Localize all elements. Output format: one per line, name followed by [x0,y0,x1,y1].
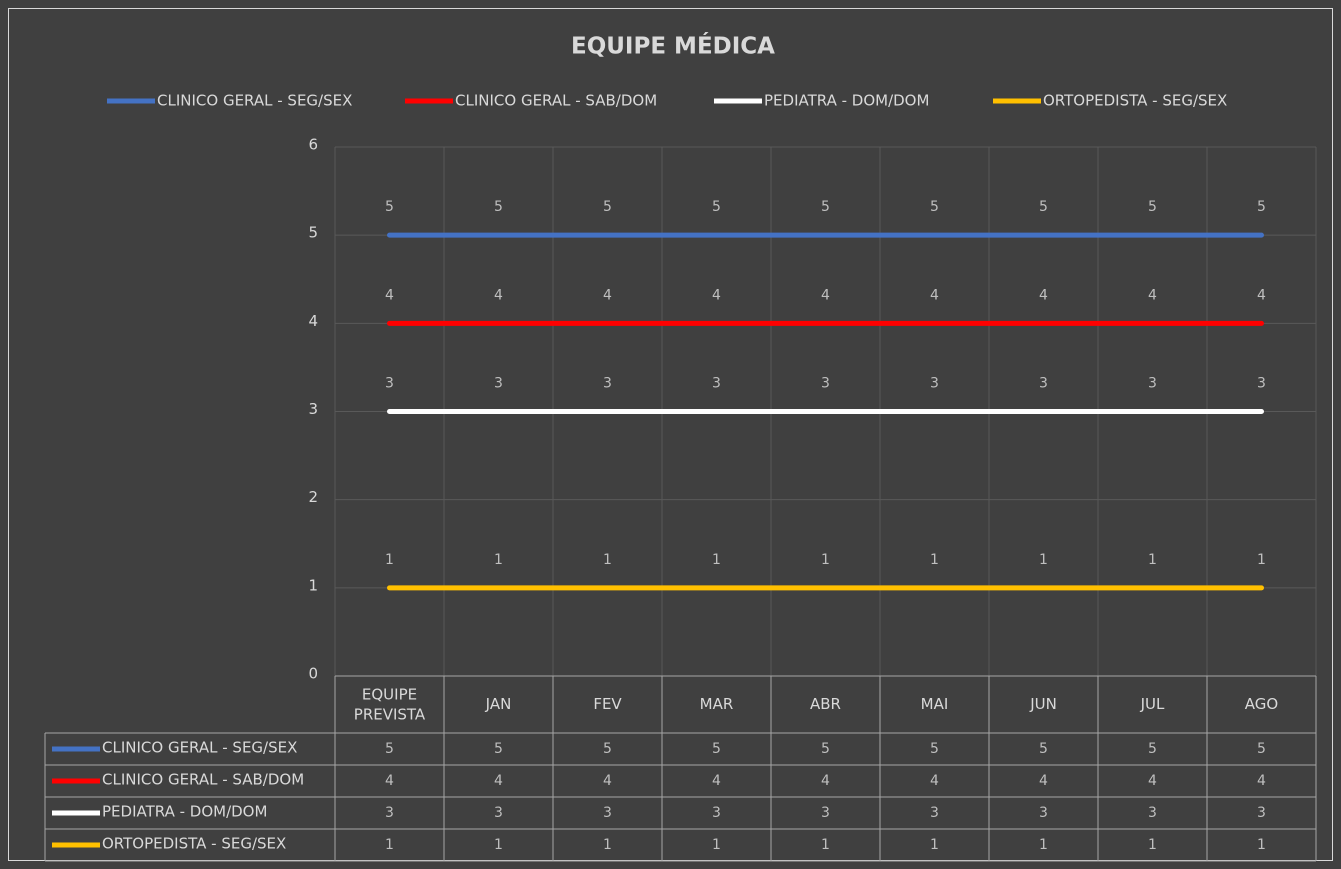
table-cell: 3 [1257,805,1266,821]
x-tick-label: FEV [593,695,622,713]
data-label: 1 [494,552,503,568]
table-cell: 4 [494,773,503,789]
chart-title: EQUIPE MÉDICA [571,32,775,60]
y-tick-label: 4 [308,312,318,330]
table-cell: 4 [1148,773,1157,789]
table-cell: 4 [930,773,939,789]
data-label: 4 [603,287,612,303]
table-cell: 1 [712,837,721,853]
table-cell: 1 [603,837,612,853]
x-tick-label: JUN [1029,695,1057,713]
legend-label: PEDIATRA - DOM/DOM [764,92,929,110]
data-label: 4 [494,287,503,303]
x-tick-label: JUL [1140,695,1165,713]
table-cell: 3 [1148,805,1157,821]
data-label: 1 [821,552,830,568]
table-cell: 3 [603,805,612,821]
data-label: 4 [1257,287,1266,303]
x-tick-label: JAN [485,695,512,713]
table-cell: 5 [1039,741,1048,757]
table-row-label: CLINICO GERAL - SEG/SEX [102,739,297,757]
data-label: 4 [930,287,939,303]
data-label: 1 [1257,552,1266,568]
table-cell: 5 [821,741,830,757]
table-cell: 4 [1039,773,1048,789]
table-cell: 5 [712,741,721,757]
table-cell: 3 [385,805,394,821]
data-label: 5 [603,199,612,215]
table-row-label: PEDIATRA - DOM/DOM [102,803,267,821]
y-tick-label: 5 [308,224,318,242]
data-label: 4 [712,287,721,303]
legend-label: ORTOPEDISTA - SEG/SEX [1043,92,1227,110]
table-cell: 1 [494,837,503,853]
y-tick-label: 3 [308,400,318,418]
legend-label: CLINICO GERAL - SEG/SEX [157,92,352,110]
data-label: 1 [1039,552,1048,568]
table-cell: 1 [1257,837,1266,853]
table-cell: 5 [930,741,939,757]
table-cell: 1 [1039,837,1048,853]
table-cell: 1 [1148,837,1157,853]
table-cell: 4 [385,773,394,789]
data-label: 5 [1148,199,1157,215]
table-cell: 5 [494,741,503,757]
data-label: 3 [1148,376,1157,392]
data-label: 4 [1039,287,1048,303]
table-row-label: ORTOPEDISTA - SEG/SEX [102,835,286,853]
data-label: 3 [1257,376,1266,392]
table-cell: 1 [930,837,939,853]
data-label: 5 [712,199,721,215]
data-label: 4 [1148,287,1157,303]
data-label: 3 [712,376,721,392]
x-tick-label: EQUIPE PREVISTA [354,685,426,723]
x-tick-label: MAI [921,695,949,713]
table-cell: 3 [494,805,503,821]
table-cell: 5 [603,741,612,757]
data-label: 5 [1039,199,1048,215]
data-label: 3 [930,376,939,392]
data-label: 1 [603,552,612,568]
table-cell: 4 [1257,773,1266,789]
data-label: 3 [494,376,503,392]
table-cell: 4 [603,773,612,789]
y-tick-label: 2 [308,488,318,506]
data-label: 3 [603,376,612,392]
data-label: 5 [930,199,939,215]
table-cell: 1 [385,837,394,853]
table-cell: 3 [712,805,721,821]
table-cell: 3 [1039,805,1048,821]
table-cell: 5 [1257,741,1266,757]
data-label: 5 [385,199,394,215]
data-label: 1 [712,552,721,568]
data-label: 3 [821,376,830,392]
y-tick-label: 1 [308,576,318,594]
data-label: 5 [821,199,830,215]
x-tick-label: AGO [1245,695,1278,713]
x-tick-label: ABR [810,695,841,713]
table-cell: 5 [385,741,394,757]
data-label: 5 [494,199,503,215]
data-label: 4 [821,287,830,303]
y-tick-label: 0 [308,665,318,683]
x-tick-label: MAR [700,695,734,713]
data-label: 1 [385,552,394,568]
table-cell: 4 [821,773,830,789]
data-label: 1 [930,552,939,568]
table-cell: 5 [1148,741,1157,757]
legend-label: CLINICO GERAL - SAB/DOM [455,92,657,110]
data-label: 5 [1257,199,1266,215]
data-label: 3 [1039,376,1048,392]
table-cell: 3 [821,805,830,821]
data-label: 4 [385,287,394,303]
data-label: 1 [1148,552,1157,568]
table-row-label: CLINICO GERAL - SAB/DOM [102,771,304,789]
table-cell: 3 [930,805,939,821]
data-label: 3 [385,376,394,392]
table-cell: 1 [821,837,830,853]
table-cell: 4 [712,773,721,789]
y-tick-label: 6 [308,136,318,154]
